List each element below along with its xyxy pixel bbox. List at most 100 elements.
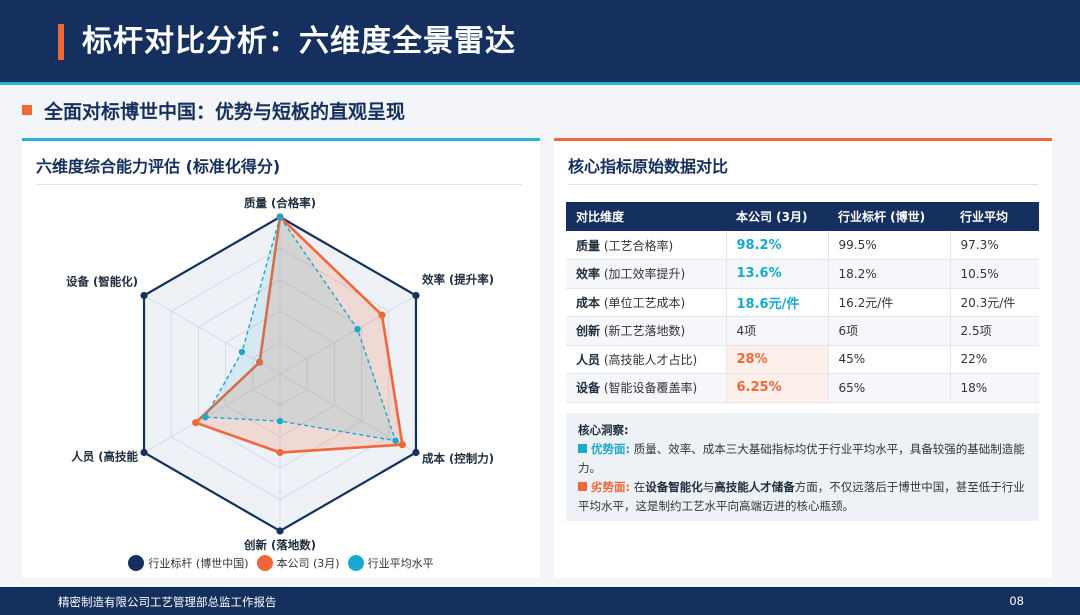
radar-axis-label: 成本 (控制力) bbox=[422, 452, 494, 466]
radar-series-average-point bbox=[392, 437, 399, 444]
radar-series-average-point bbox=[354, 326, 361, 333]
insight-bad-text-2: 与 bbox=[702, 480, 715, 494]
bad-square-icon bbox=[578, 482, 587, 491]
table-cell-dimension: 人员 (高技能人才占比) bbox=[566, 345, 727, 374]
header-underline bbox=[0, 82, 1080, 85]
dimension-sub: (单位工艺成本) bbox=[603, 295, 686, 310]
footer-org: 精密制造有限公司工艺管理部总监工作报告 bbox=[58, 595, 277, 609]
radar-series-company-point bbox=[378, 311, 386, 319]
header-bar: 标杆对比分析：六维度全景雷达 bbox=[0, 0, 1080, 82]
radar-legend: 行业标杆 (博世中国) 本公司 (3月) 行业平均水平 bbox=[22, 555, 540, 571]
radar-series-group bbox=[140, 213, 420, 535]
radar-spoke bbox=[143, 373, 281, 453]
table-cell-dimension: 成本 (单位工艺成本) bbox=[566, 288, 727, 317]
insight-bad-label: 劣势面: bbox=[591, 480, 631, 494]
radar-spoke bbox=[279, 295, 417, 375]
table-header-cell: 行业标杆 (博世) bbox=[828, 202, 950, 231]
table-cell-company: 4项 bbox=[726, 316, 829, 346]
table-cell-benchmark: 16.2元/件 bbox=[828, 288, 951, 317]
dimension-name: 设备 bbox=[576, 381, 601, 396]
radar-series-company-point bbox=[192, 419, 200, 427]
table-cell-dimension: 设备 (智能设备覆盖率) bbox=[566, 373, 727, 403]
insight-title: 核心洞察: bbox=[578, 423, 629, 437]
radar-series-benchmark-point bbox=[412, 291, 420, 300]
insight-box: 核心洞察: 优势面: 质量、效率、成本三大基础指标均优于行业平均水平，具备较强的… bbox=[566, 413, 1039, 521]
header-accent bbox=[58, 24, 64, 60]
dimension-name: 效率 bbox=[576, 267, 601, 282]
table-row: 设备 (智能设备覆盖率) 6.25% 65% 18% bbox=[566, 373, 1039, 403]
section-subtitle: 全面对标博世中国：优势与短板的直观呈现 bbox=[22, 96, 405, 124]
table-header-cell: 对比维度 bbox=[566, 202, 726, 231]
radar-axis-labels: 质量 (合格率) 效率 (提升率) 成本 (控制力) 创新 (落地数) 人员 (高技能设… bbox=[66, 196, 494, 551]
table-cell-benchmark: 45% bbox=[828, 345, 951, 374]
subtitle-text: 全面对标博世中国：优势与短板的直观呈现 bbox=[44, 100, 406, 123]
dimension-sub: (新工艺落地数) bbox=[603, 324, 686, 339]
table-cell-average: 2.5项 bbox=[950, 316, 1039, 346]
comparison-table: 对比维度 本公司 (3月) 行业标杆 (博世) 行业平均 质量 (工艺合格率) 9… bbox=[566, 202, 1039, 403]
legend-dot-company bbox=[256, 555, 273, 571]
legend-label-average: 行业平均水平 bbox=[367, 557, 434, 570]
radar-card: 六维度综合能力评估 (标准化得分) 质量 (合格率) 效率 (提升率) 成本 (控制… bbox=[22, 138, 540, 578]
table-cell-company: 98.2% bbox=[726, 231, 829, 260]
dimension-sub: (高技能人才占比) bbox=[603, 352, 698, 367]
footer-bar: 精密制造有限公司工艺管理部总监工作报告 08 bbox=[0, 587, 1080, 615]
table-cell-benchmark: 18.2% bbox=[828, 259, 951, 289]
legend-label-benchmark: 行业标杆 (博世中国) bbox=[148, 557, 249, 570]
table-cell-company: 13.6% bbox=[726, 259, 829, 289]
table-row: 人员 (高技能人才占比) 28% 45% 22% bbox=[566, 345, 1039, 374]
subtitle-square-icon bbox=[22, 105, 32, 115]
dimension-name: 创新 bbox=[576, 324, 601, 339]
insight-bad-text-3: 方面，不仅远落后于博世中国，甚至低于行业平均水平，这是制约工艺水平向高端迈进的核… bbox=[578, 480, 1025, 513]
dimension-name: 人员 bbox=[576, 352, 601, 367]
insight-bad-bold-2: 高技能人才储备 bbox=[714, 480, 795, 494]
table-cell-dimension: 效率 (加工效率提升) bbox=[566, 259, 727, 289]
radar-axis-label: 质量 (合格率) bbox=[244, 196, 316, 210]
dimension-name: 质量 bbox=[576, 238, 601, 253]
dimension-sub: (智能设备覆盖率) bbox=[603, 381, 698, 396]
radar-series-average-point bbox=[276, 417, 284, 425]
table-header-cell: 行业平均 bbox=[950, 202, 1039, 231]
table-cell-average: 22% bbox=[950, 345, 1039, 374]
table-cell-average: 20.3元/件 bbox=[950, 288, 1039, 317]
table-card-title: 核心指标原始数据对比 bbox=[568, 157, 729, 176]
radar-chart: 质量 (合格率) 效率 (提升率) 成本 (控制力) 创新 (落地数) 人员 (高技能设… bbox=[66, 196, 494, 551]
page-number: 08 bbox=[1009, 594, 1024, 608]
radar-axis-label: 创新 (落地数) bbox=[243, 538, 316, 551]
table-cell-benchmark: 99.5% bbox=[828, 231, 951, 260]
legend-dot-average bbox=[347, 555, 364, 571]
table-cell-company: 6.25% bbox=[726, 373, 829, 403]
table-cell-company: 18.6元/件 bbox=[726, 288, 829, 317]
table-cell-average: 18% bbox=[950, 373, 1039, 403]
table-row: 效率 (加工效率提升) 13.6% 18.2% 10.5% bbox=[566, 259, 1039, 289]
radar-axis-label: 效率 (提升率) bbox=[422, 273, 494, 287]
table-row: 成本 (单位工艺成本) 18.6元/件 16.2元/件 20.3元/件 bbox=[566, 288, 1039, 317]
insight-bad: 劣势面: 在设备智能化与高技能人才储备方面，不仅远落后于博世中国，甚至低于行业平… bbox=[578, 478, 1027, 516]
table-cell-company: 28% bbox=[726, 345, 829, 374]
radar-series-average-point bbox=[238, 348, 246, 356]
legend-item-company: 本公司 (3月) bbox=[256, 555, 340, 571]
radar-axis-label: 设备 (智能化) bbox=[66, 275, 138, 289]
legend-dot-benchmark bbox=[128, 555, 145, 571]
radar-card-divider bbox=[36, 184, 522, 185]
legend-item-benchmark: 行业标杆 (博世中国) bbox=[128, 555, 249, 571]
radar-axis-label: 人员 (高技能 bbox=[71, 450, 138, 464]
radar-series-benchmark-point bbox=[140, 448, 148, 457]
insight-bad-text-1: 在 bbox=[633, 480, 646, 494]
table-header-cell: 本公司 (3月) bbox=[726, 202, 828, 231]
table-cell-benchmark: 65% bbox=[828, 373, 951, 403]
table-cell-dimension: 创新 (新工艺落地数) bbox=[566, 316, 727, 346]
dimension-name: 成本 bbox=[576, 295, 601, 310]
table-row: 质量 (工艺合格率) 98.2% 99.5% 97.3% bbox=[566, 231, 1039, 260]
insight-good-label: 优势面: bbox=[591, 442, 631, 456]
table-card-divider bbox=[568, 184, 1038, 185]
insight-good-text: 质量、效率、成本三大基础指标均优于行业平均水平，具备较强的基础制造能力。 bbox=[578, 442, 1025, 475]
legend-item-average: 行业平均水平 bbox=[347, 555, 434, 571]
page-title: 标杆对比分析：六维度全景雷达 bbox=[82, 24, 516, 59]
radar-series-benchmark-point bbox=[276, 527, 284, 535]
dimension-sub: (加工效率提升) bbox=[603, 267, 686, 282]
table-cell-average: 97.3% bbox=[950, 231, 1039, 260]
insight-good: 优势面: 质量、效率、成本三大基础指标均优于行业平均水平，具备较强的基础制造能力… bbox=[578, 440, 1027, 478]
radar-series-benchmark-point bbox=[140, 291, 148, 300]
radar-card-title: 六维度综合能力评估 (标准化得分) bbox=[36, 157, 281, 176]
data-table-card: 核心指标原始数据对比 对比维度 本公司 (3月) 行业标杆 (博世) 行业平均 … bbox=[554, 138, 1052, 578]
